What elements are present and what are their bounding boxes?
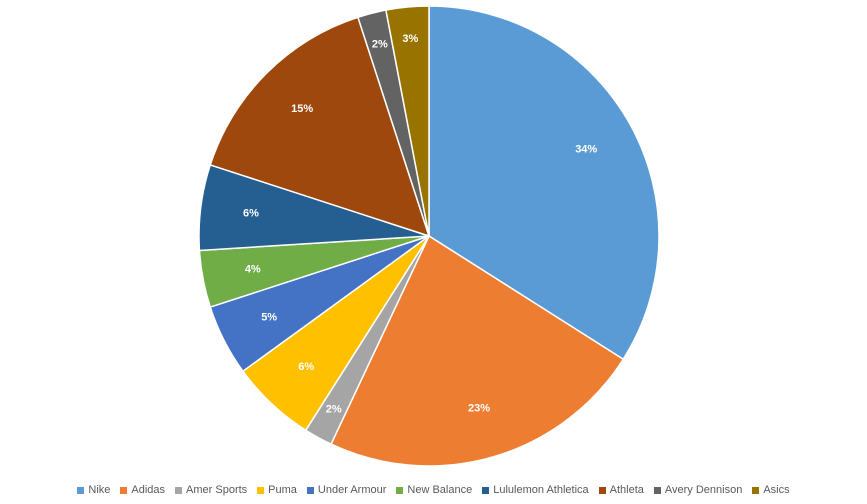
legend-swatch-puma [257,486,265,494]
data-label-nike: 34% [575,144,597,156]
legend-swatch-amer-sports [175,486,183,494]
legend-item-adidas: Adidas [120,484,165,496]
legend-swatch-new-balance [396,486,404,494]
data-label-lululemon-athletica: 6% [243,208,259,220]
pie-data-labels: 34% 23% 2% 6% 5% 4% 6% 15% 2% 3% [243,33,597,415]
legend-item-athleta: Athleta [598,484,644,496]
legend-swatch-avery-dennison [653,486,661,494]
legend-swatch-nike [77,486,85,494]
legend-label-asics: Asics [763,484,790,496]
legend-item-asics: Asics [752,484,790,496]
legend-swatch-lululemon-athletica [482,486,490,494]
legend-swatch-under-armour [306,486,314,494]
legend-label-amer-sports: Amer Sports [186,484,248,496]
legend-label-lululemon-athletica: Lululemon Athletica [493,484,589,496]
legend-label-under-armour: Under Armour [317,484,387,496]
pie-slice-adidas [330,234,625,467]
legend-label-avery-dennison: Avery Dennison [664,484,743,496]
pie-slice-athleta [209,16,431,238]
legend-label-new-balance: New Balance [407,484,473,496]
legend-label-puma: Puma [268,484,297,496]
data-label-athleta: 15% [291,103,313,115]
data-label-new-balance: 4% [245,264,261,276]
legend-item-avery-dennison: Avery Dennison [653,484,743,496]
legend-item-puma: Puma [257,484,297,496]
chart-legend: Nike Adidas Amer Sports Puma Under Armour New… [0,482,867,498]
data-label-amer-sports: 2% [326,403,342,415]
legend-swatch-adidas [120,486,128,494]
legend-label-adidas: Adidas [131,484,166,496]
legend-item-amer-sports: Amer Sports [175,484,247,496]
legend-item-nike: Nike [77,484,110,496]
legend-label-athleta: Athleta [609,484,644,496]
legend-label-nike: Nike [88,484,111,496]
legend-item-under-armour: Under Armour [306,484,387,496]
pie-slices [198,5,660,467]
legend-item-new-balance: New Balance [396,484,472,496]
pie-slice-asics [385,5,430,237]
pie-slice-nike [428,5,660,361]
legend-item-lululemon-athletica: Lululemon Athletica [482,484,589,496]
data-label-under-armour: 5% [261,311,277,323]
data-label-avery-dennison: 2% [372,38,388,50]
data-label-puma: 6% [298,361,314,373]
data-label-adidas: 23% [468,402,490,414]
pie-plot-area: 34% 23% 2% 6% 5% 4% 6% 15% 2% 3% [198,5,660,467]
legend-swatch-asics [752,486,760,494]
legend-swatch-athleta [598,486,606,494]
data-label-asics: 3% [402,33,418,45]
